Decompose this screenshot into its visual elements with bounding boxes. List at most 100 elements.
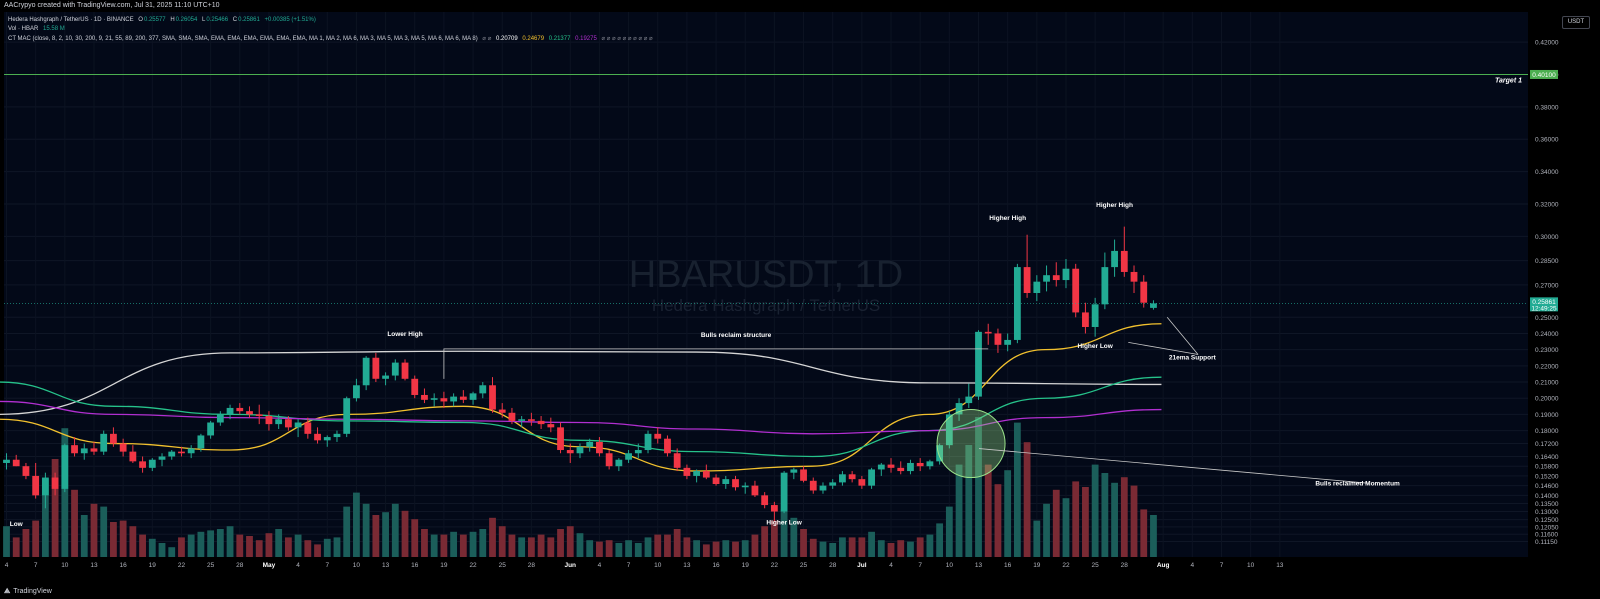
- volume-bar: [275, 529, 283, 557]
- candle-body: [401, 362, 409, 379]
- candle-body: [226, 407, 234, 415]
- price-tick-label: 0.36000: [1535, 137, 1559, 144]
- volume-bar: [1120, 477, 1128, 557]
- volume-bar: [440, 534, 448, 557]
- candle-body: [1033, 281, 1041, 293]
- annotation-label: Higher Low: [766, 519, 802, 526]
- volume-bar: [557, 529, 564, 557]
- price-tick-label: 0.27000: [1535, 282, 1559, 289]
- volume-bar: [586, 540, 594, 557]
- volume-bar: [197, 531, 205, 557]
- low-label: L: [202, 17, 206, 23]
- volume-bar: [664, 534, 671, 557]
- annotation-label: Higher High: [1096, 202, 1133, 209]
- volume-bar: [22, 529, 30, 557]
- volume-bar: [1111, 482, 1118, 557]
- volume-bar: [382, 512, 389, 557]
- volume-bar: [333, 537, 341, 557]
- candle-body: [780, 472, 788, 512]
- volume-bar: [236, 534, 244, 557]
- candle-body: [41, 477, 49, 496]
- candle-body: [314, 433, 321, 441]
- volume-bar: [498, 526, 506, 557]
- price-tick-label: 0.32000: [1535, 201, 1559, 208]
- candle-body: [586, 441, 594, 447]
- time-tick-label: 28: [1121, 562, 1129, 569]
- volume-bar: [732, 541, 739, 557]
- volume-value: 15.58 M: [43, 26, 65, 32]
- volume-bar: [246, 536, 253, 557]
- candle-body: [732, 479, 739, 488]
- volume-bar: [294, 534, 302, 557]
- volume-bar: [61, 428, 69, 557]
- time-axis[interactable]: 4 7 10 13 16 19 22 25 28 May 4 7 10 13 16 19 22 25 28 Jun 4 7…: [5, 562, 1284, 569]
- volume-bar: [51, 459, 59, 557]
- price-tick-label: 0.24000: [1535, 331, 1559, 338]
- time-tick-label: 7: [34, 562, 38, 569]
- candle-body: [644, 433, 652, 451]
- ma-value-1: 0.20709: [496, 36, 518, 42]
- candle-body: [518, 419, 526, 421]
- time-tick-label: 19: [1033, 562, 1041, 569]
- currency-button[interactable]: USDT: [1562, 16, 1590, 29]
- price-tick-label: 0.38000: [1535, 104, 1559, 111]
- volume-bar: [469, 531, 477, 557]
- time-tick-label: 22: [1062, 562, 1070, 569]
- volume-bar: [80, 515, 88, 557]
- support-pointer-line: [1166, 317, 1199, 355]
- candle-body: [168, 451, 176, 457]
- price-tick-label: 0.15200: [1535, 473, 1559, 480]
- ma-value-2: 0.24679: [522, 36, 545, 42]
- candle-body: [1052, 275, 1060, 281]
- candle-body: [1023, 267, 1031, 293]
- volume-bar: [12, 537, 20, 557]
- volume-bar: [1130, 485, 1138, 557]
- candle-body: [625, 453, 632, 460]
- open-value: 0.25577: [143, 17, 166, 23]
- volume-bar: [897, 540, 905, 557]
- candle-body: [246, 411, 253, 415]
- ma-value-4: 0.19275: [575, 36, 597, 42]
- time-tick-label: 19: [440, 562, 448, 569]
- volume-bar: [119, 520, 127, 557]
- candle-body: [353, 385, 360, 399]
- volume-bar: [1023, 442, 1031, 557]
- candle-body: [819, 485, 827, 491]
- volume-bar: [819, 541, 827, 557]
- volume-bar: [654, 534, 662, 557]
- candle-body: [508, 412, 516, 421]
- candle-body: [284, 419, 292, 428]
- volume-bar: [459, 534, 467, 557]
- time-tick-label: 28: [528, 562, 536, 569]
- price-chart[interactable]: HBARUSDT, 1D Hedera Hashgraph / TetherUS…: [0, 12, 1600, 585]
- time-tick-label: 10: [946, 562, 954, 569]
- candle-body: [178, 451, 185, 454]
- candle-body: [1062, 268, 1070, 281]
- volume-bar: [265, 533, 273, 557]
- candle-body: [615, 459, 623, 467]
- candle-body: [916, 462, 924, 467]
- volume-bar: [761, 526, 769, 557]
- price-tick-label: 0.30000: [1535, 234, 1559, 241]
- candle-body: [129, 451, 137, 462]
- volume-bar: [255, 540, 263, 557]
- volume-bar: [1091, 464, 1099, 557]
- volume-bar: [1004, 470, 1012, 557]
- volume-bar: [868, 531, 875, 557]
- volume-bar: [32, 520, 40, 557]
- volume-bar: [343, 506, 351, 557]
- candle-body: [984, 331, 992, 334]
- candlesticks: [3, 226, 1157, 522]
- volume-bar: [527, 537, 535, 557]
- volume-bar: [372, 515, 380, 557]
- volume-bar: [178, 537, 185, 557]
- volume-bar: [168, 547, 176, 557]
- candle-body: [712, 477, 720, 485]
- time-tick-label: 4: [5, 562, 9, 569]
- volume-header: Vol · HBAR 15.58 M: [8, 26, 68, 32]
- time-tick-label: 13: [1276, 562, 1284, 569]
- price-axis[interactable]: 0.420000.400000.380000.360000.340000.320…: [4, 40, 1559, 546]
- candle-body: [333, 433, 341, 438]
- candle-body: [3, 459, 10, 463]
- annotation-label: Higher High: [989, 215, 1026, 222]
